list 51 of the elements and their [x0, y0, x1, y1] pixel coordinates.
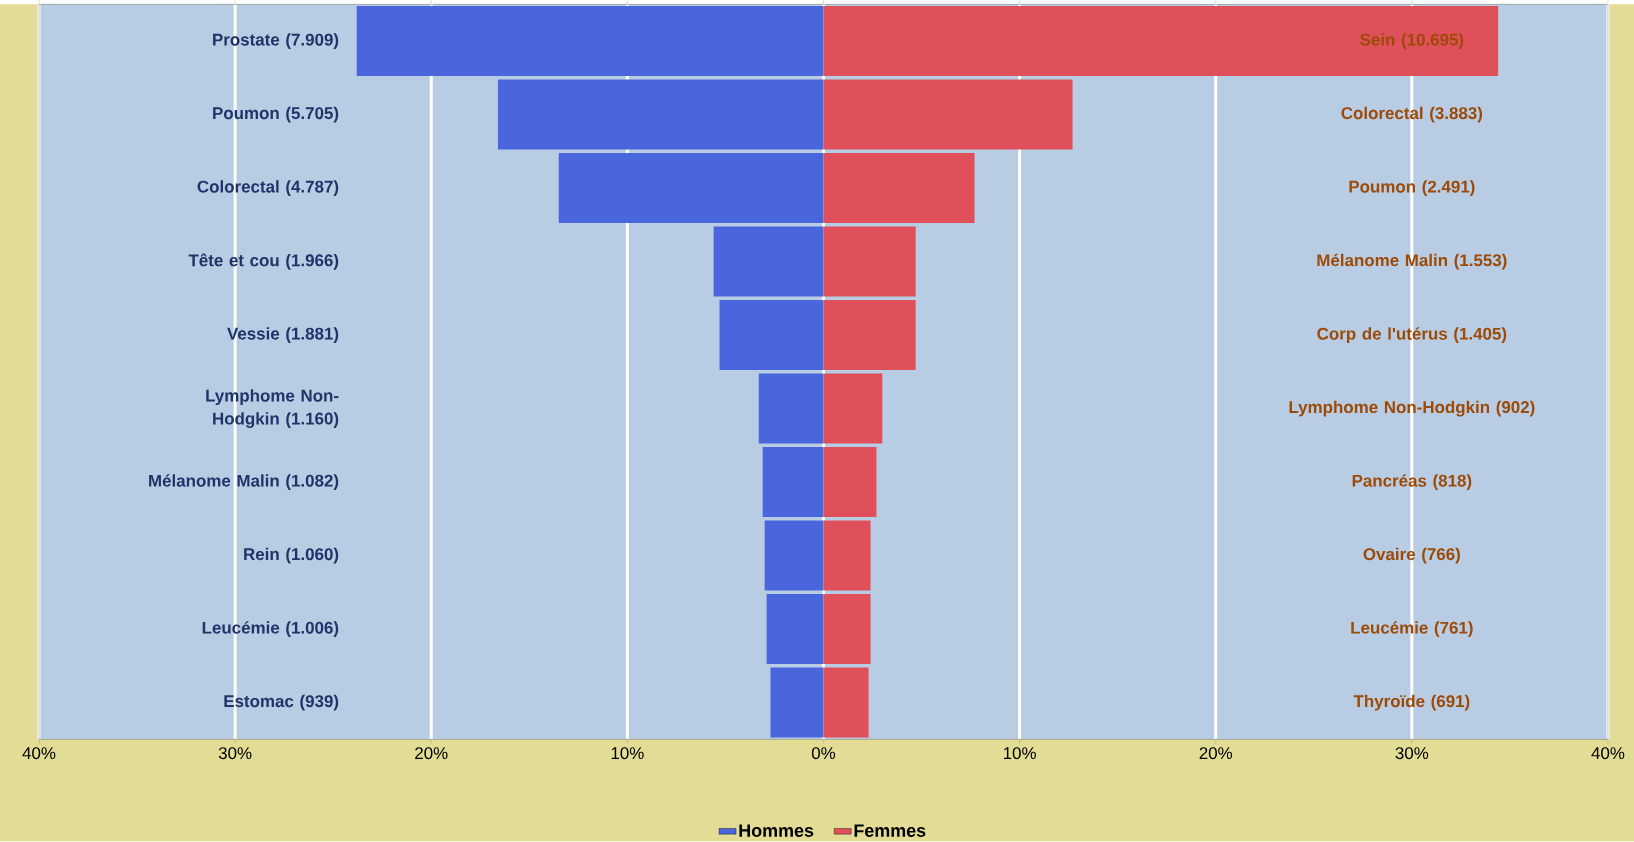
- bar: [823, 594, 871, 665]
- bar: [497, 79, 824, 150]
- bar: [823, 79, 1073, 150]
- bar: [766, 594, 824, 665]
- y-tick-label: Lymphome Non-Hodgkin (1.160): [206, 389, 339, 428]
- y-tick-label: Colorectal (4.787): [197, 180, 339, 196]
- x-tick-label: 10%: [1003, 747, 1036, 760]
- bar: [823, 300, 916, 371]
- bar: [823, 447, 877, 518]
- annotation: Colorectal (3.883): [1341, 106, 1483, 123]
- y-tick-label: Prostate (7.909): [213, 33, 339, 49]
- y-tick-label: Vessie (1.881): [227, 327, 339, 343]
- x-tick-label: 20%: [415, 747, 448, 760]
- annotation: Pancréas (818): [1352, 474, 1472, 490]
- annotation: Thyroïde (691): [1353, 694, 1470, 711]
- bar: [719, 300, 824, 371]
- x-tick-label: 20%: [1199, 747, 1233, 760]
- annotation: Mélanome Malin (1.553): [1317, 253, 1507, 270]
- bar: [713, 226, 824, 297]
- bar: [823, 6, 1499, 77]
- y-tick-label: Tête et cou (1.966): [188, 253, 339, 270]
- annotation: Corp de l'utérus (1.405): [1317, 327, 1507, 343]
- annotation: Poumon (2.491): [1349, 180, 1475, 196]
- annotation: Ovaire (766): [1363, 547, 1460, 564]
- y-tick-label: Leucémie (1.006): [202, 621, 339, 637]
- annotation: Leucémie (761): [1351, 621, 1473, 637]
- x-tick-label: 40%: [22, 747, 56, 760]
- bar: [823, 373, 883, 444]
- y-tick-label: Estomac (939): [224, 694, 339, 711]
- y-tick-label: Mélanome Malin (1.082): [149, 474, 339, 490]
- bar: [758, 373, 824, 444]
- x-tick-label: 40%: [1591, 747, 1625, 760]
- bar: [356, 6, 824, 77]
- x-tick-label: 10%: [611, 747, 644, 760]
- annotation: Sein (10.695): [1360, 33, 1464, 49]
- bar: [558, 153, 824, 224]
- bar: [823, 153, 975, 224]
- legend-label: Hommes: [739, 824, 814, 837]
- bar: [823, 520, 871, 591]
- x-tick-label: 30%: [1395, 747, 1429, 760]
- bar: [770, 667, 824, 738]
- bar: [823, 226, 916, 297]
- x-tick-label: 30%: [218, 747, 252, 760]
- x-tick-label: 0%: [811, 747, 836, 760]
- annotation: Lymphome Non-Hodgkin (902): [1289, 400, 1535, 417]
- y-tick-label: Rein (1.060): [244, 547, 339, 564]
- bar: [764, 520, 824, 591]
- y-tick-label: Poumon (5.705): [213, 106, 339, 123]
- legend-label: Femmes: [854, 824, 926, 837]
- bar: [823, 667, 869, 738]
- bar: [762, 447, 824, 518]
